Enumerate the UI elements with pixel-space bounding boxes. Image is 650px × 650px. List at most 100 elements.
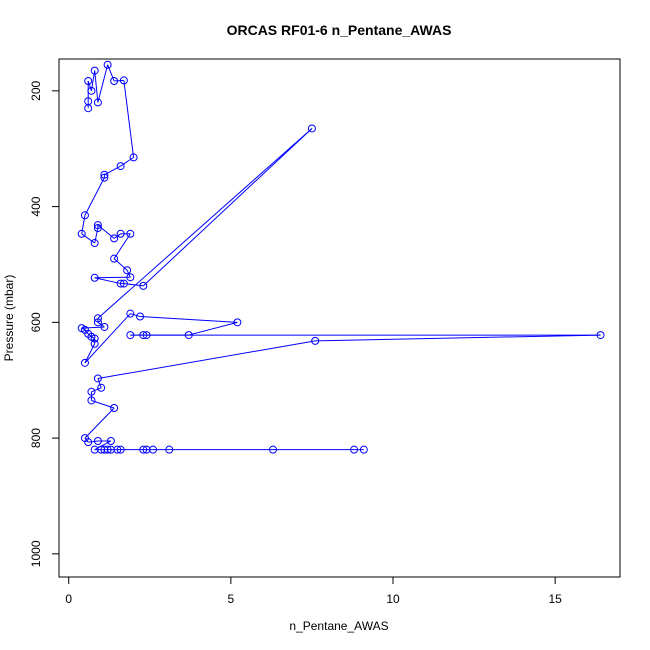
data-point [93, 314, 102, 323]
x-tick-label: 10 [386, 592, 400, 606]
data-point [116, 229, 125, 238]
x-axis: 0 5 10 15 [65, 576, 562, 606]
data-point [106, 445, 115, 454]
series-line-segment [97, 64, 109, 103]
data-point [84, 76, 93, 85]
data-point [100, 170, 109, 179]
y-axis: 200 400 600 800 1000 [29, 81, 60, 567]
data-point [307, 124, 316, 133]
y-tick-label: 400 [29, 196, 43, 216]
series-line-segment [84, 437, 89, 443]
data-point [93, 224, 102, 233]
data-point [97, 383, 106, 392]
data-point [106, 436, 115, 445]
series-line-segment [84, 177, 105, 216]
data-point [103, 445, 112, 454]
series-line-segment [94, 440, 112, 451]
data-point [136, 312, 145, 321]
data-point [116, 162, 125, 171]
data-point [126, 273, 135, 282]
data-point [233, 318, 242, 327]
series-line-segment [97, 378, 102, 388]
x-tick-label: 5 [228, 592, 235, 606]
series-line-segment [113, 258, 128, 271]
data-point [142, 445, 151, 454]
data-point [119, 76, 128, 85]
data-point [126, 229, 135, 238]
data-point [142, 331, 151, 340]
data-point [126, 331, 135, 340]
data-point [113, 445, 122, 454]
series-line-segment [87, 80, 92, 91]
series-line-segment [84, 313, 131, 364]
series-line-segment [123, 80, 135, 158]
data-point [87, 86, 96, 95]
series-line-segment [130, 313, 141, 318]
data-point [165, 445, 174, 454]
data-point [97, 445, 106, 454]
data-point [93, 374, 102, 383]
series-line-segment [94, 70, 99, 103]
data-point [87, 387, 96, 396]
data-point [129, 153, 138, 162]
y-axis-label: Pressure (mbar) [2, 275, 16, 362]
series-line-segment [94, 227, 99, 244]
series-line-segment [188, 321, 238, 336]
series-line-segment [142, 128, 313, 287]
data-point [269, 445, 278, 454]
data-point [110, 403, 119, 412]
y-tick-label: 800 [29, 428, 43, 448]
series-line-segment [81, 327, 86, 331]
data-point [93, 98, 102, 107]
data-point [93, 318, 102, 327]
series-line-segment [107, 64, 115, 82]
data-point [100, 173, 109, 182]
series-line-segment [114, 79, 124, 82]
series-line-segment [140, 316, 238, 323]
data-point [103, 60, 112, 69]
series-line-segment [84, 329, 89, 335]
data-point [110, 234, 119, 243]
series-line-segment [104, 165, 121, 176]
series-line-segment [94, 276, 131, 279]
series-layer [77, 60, 605, 454]
data-point [110, 76, 119, 85]
data-point [126, 309, 135, 318]
y-tick-label: 200 [29, 81, 43, 101]
data-point [90, 334, 99, 343]
y-tick-label: 1000 [29, 540, 43, 567]
data-point [119, 279, 128, 288]
series-line-segment [94, 277, 121, 285]
data-point [87, 396, 96, 405]
data-point [100, 322, 109, 331]
data-point [84, 438, 93, 447]
data-point [110, 254, 119, 263]
data-point [90, 445, 99, 454]
series-line-segment [315, 334, 601, 342]
data-point [77, 229, 86, 238]
data-point [311, 336, 320, 345]
series-line-segment [91, 336, 95, 339]
series-line-segment [97, 340, 316, 379]
data-point [90, 66, 99, 75]
data-point [116, 445, 125, 454]
data-point [116, 279, 125, 288]
data-point [84, 97, 93, 106]
data-point [596, 331, 605, 340]
series-line-segment [88, 440, 98, 443]
data-point [90, 239, 99, 248]
series-line-segment [97, 128, 313, 319]
data-point [80, 358, 89, 367]
x-tick-label: 0 [65, 592, 72, 606]
series-line-segment [120, 156, 134, 167]
data-point [139, 445, 148, 454]
series-line-segment [91, 387, 102, 393]
data-point [90, 273, 99, 282]
data-point [90, 339, 99, 348]
y-tick-label: 600 [29, 312, 43, 332]
data-point [80, 211, 89, 220]
x-axis-label: n_Pentane_AWAS [289, 619, 388, 633]
data-point [139, 331, 148, 340]
series-line-segment [84, 407, 115, 439]
